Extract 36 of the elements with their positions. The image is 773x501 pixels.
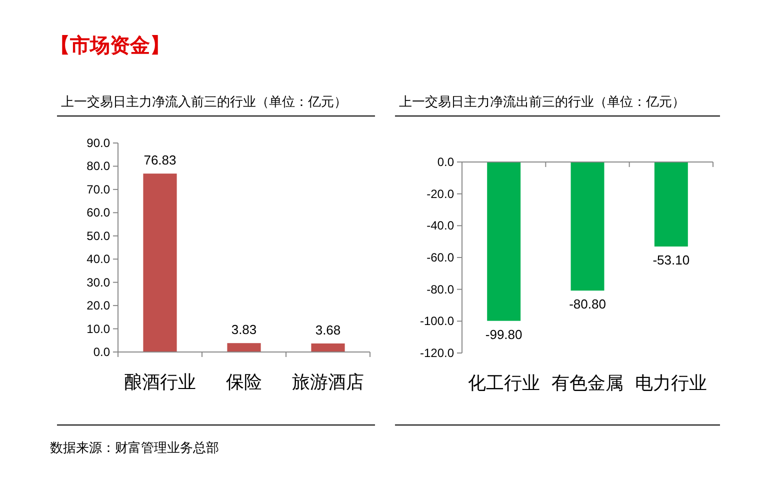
x-tick-label: 酿酒行业 [124, 372, 196, 392]
x-tick-label: 旅游酒店 [292, 372, 364, 392]
x-tick-label: 有色金属 [552, 373, 624, 393]
y-tick-label: 90.0 [86, 136, 110, 150]
x-tick-label: 化工行业 [468, 373, 540, 393]
data-label: -53.10 [652, 252, 690, 268]
y-tick-label: 80.0 [86, 159, 110, 174]
data-label: -99.80 [485, 326, 522, 342]
y-tick-label: -40.0 [426, 218, 454, 233]
source-note: 数据来源：财富管理业务总部 [50, 440, 219, 455]
x-tick-label: 保险 [226, 372, 262, 392]
y-tick-label: 20.0 [86, 298, 110, 313]
text: 【市场资金】 [50, 34, 170, 57]
y-tick-label: 30.0 [86, 275, 110, 290]
y-tick-label: 50.0 [86, 228, 110, 243]
bar [311, 343, 345, 352]
y-tick-label: -80.0 [426, 282, 454, 296]
y-tick-label: 70.0 [86, 182, 110, 196]
data-label: 3.83 [231, 322, 257, 338]
y-tick-label: -100.0 [420, 314, 454, 328]
data-label: 3.68 [315, 322, 341, 338]
y-tick-label: 10.0 [86, 322, 110, 336]
chart-title: 上一交易日主力净流入前三的行业（单位：亿元） [61, 94, 347, 109]
y-tick-label: -120.0 [420, 346, 454, 360]
data-label: 76.83 [144, 152, 176, 168]
y-tick-label: 40.0 [86, 252, 110, 266]
data-label: -80.80 [569, 296, 606, 312]
y-tick-label: 60.0 [86, 206, 110, 220]
bar [227, 343, 261, 352]
bar [143, 174, 177, 352]
x-tick-label: 电力行业 [635, 373, 708, 393]
y-tick-label: -20.0 [426, 186, 454, 201]
y-tick-label: 0.0 [93, 345, 110, 359]
y-tick-label: -60.0 [426, 250, 454, 264]
y-tick-label: 0.0 [437, 155, 454, 169]
chart-title: 上一交易日主力净流出前三的行业（单位：亿元） [399, 94, 685, 109]
